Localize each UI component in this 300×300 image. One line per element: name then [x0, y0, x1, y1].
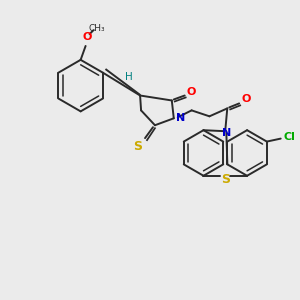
Text: O: O	[242, 94, 251, 104]
Text: N: N	[222, 128, 231, 138]
Text: O: O	[187, 86, 196, 97]
Text: S: S	[134, 140, 142, 152]
Text: CH₃: CH₃	[88, 24, 105, 33]
Text: N: N	[176, 113, 185, 123]
Text: H: H	[124, 72, 132, 82]
Text: O: O	[83, 32, 92, 42]
Text: Cl: Cl	[284, 132, 296, 142]
Text: S: S	[221, 173, 230, 186]
